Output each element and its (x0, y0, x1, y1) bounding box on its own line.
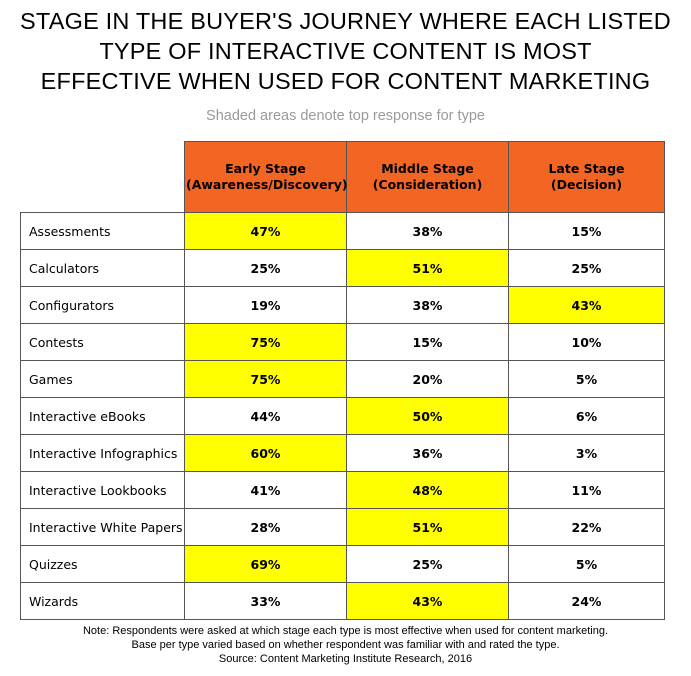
chart-title-line-3: EFFECTIVE WHEN USED FOR CONTENT MARKETIN… (40, 68, 651, 94)
cell-middle-stage-top-response: 51% (346, 508, 509, 546)
cell-early-stage-top-response: 75% (184, 323, 347, 361)
cell-middle-stage-top-response: 48% (346, 471, 509, 509)
cell-late-stage: 15% (508, 212, 665, 250)
row-label: Interactive Lookbooks (20, 471, 185, 509)
chart-title-line-2: TYPE OF INTERACTIVE CONTENT IS MOST (99, 38, 592, 64)
cell-late-stage: 5% (508, 545, 665, 583)
cell-late-stage: 5% (508, 360, 665, 398)
footnote-source: Source: Content Marketing Institute Rese… (218, 653, 473, 665)
column-header-title: Early Stage (225, 161, 306, 176)
table-row: Contests 75% 15% 10% (20, 323, 665, 361)
row-label: Interactive White Papers (20, 508, 185, 546)
cell-late-stage: 11% (508, 471, 665, 509)
row-label: Games (20, 360, 185, 398)
cell-middle-stage-top-response: 50% (346, 397, 509, 435)
footnote-line-1: Note: Respondents were asked at which st… (82, 625, 609, 637)
cell-early-stage: 41% (184, 471, 347, 509)
table-row: Quizzes 69% 25% 5% (20, 545, 665, 583)
cell-late-stage: 24% (508, 582, 665, 620)
cell-middle-stage: 38% (346, 212, 509, 250)
cell-late-stage: 6% (508, 397, 665, 435)
table-body: Assessments 47% 38% 15% Calculators 25% 51% 25%… (20, 212, 665, 620)
cell-middle-stage: 36% (346, 434, 509, 472)
cell-early-stage: 19% (184, 286, 347, 324)
chart-title: STAGE IN THE BUYER'S JOURNEY WHERE EACH … (0, 6, 691, 96)
cell-early-stage: 44% (184, 397, 347, 435)
table-row: Games 75% 20% 5% (20, 360, 665, 398)
footnote-line-2: Base per type varied based on whether re… (131, 639, 560, 651)
row-label: Interactive eBooks (20, 397, 185, 435)
column-header-title: Middle Stage (381, 161, 474, 176)
table-row: Assessments 47% 38% 15% (20, 212, 665, 250)
column-header-title: Late Stage (548, 161, 625, 176)
header-row: Early Stage (Awareness/Discovery) Middle… (20, 141, 665, 213)
column-header-late-stage: Late Stage (Decision) (508, 141, 665, 213)
table-row: Interactive eBooks 44% 50% 6% (20, 397, 665, 435)
cell-early-stage-top-response: 60% (184, 434, 347, 472)
cell-early-stage-top-response: 75% (184, 360, 347, 398)
cell-early-stage: 28% (184, 508, 347, 546)
cell-late-stage: 22% (508, 508, 665, 546)
column-header-subtitle: (Awareness/Discovery) (186, 177, 348, 192)
table-row: Configurators 19% 38% 43% (20, 286, 665, 324)
column-header-middle-stage: Middle Stage (Consideration) (346, 141, 509, 213)
cell-late-stage: 25% (508, 249, 665, 287)
row-label: Interactive Infographics (20, 434, 185, 472)
footnote: Note: Respondents were asked at which st… (0, 624, 691, 666)
cell-middle-stage: 20% (346, 360, 509, 398)
column-header-subtitle: (Decision) (550, 177, 623, 192)
cell-middle-stage: 15% (346, 323, 509, 361)
row-label: Configurators (20, 286, 185, 324)
column-header-early-stage: Early Stage (Awareness/Discovery) (184, 141, 348, 213)
table-row: Interactive Lookbooks 41% 48% 11% (20, 471, 665, 509)
cell-early-stage: 33% (184, 582, 347, 620)
cell-early-stage-top-response: 69% (184, 545, 347, 583)
row-label: Assessments (20, 212, 185, 250)
row-label: Calculators (20, 249, 185, 287)
cell-middle-stage: 38% (346, 286, 509, 324)
row-label: Wizards (20, 582, 185, 620)
cell-middle-stage-top-response: 43% (346, 582, 509, 620)
cell-middle-stage: 25% (346, 545, 509, 583)
header-corner (20, 141, 185, 213)
table-row: Interactive Infographics 60% 36% 3% (20, 434, 665, 472)
cell-late-stage-top-response: 43% (508, 286, 665, 324)
cell-late-stage: 3% (508, 434, 665, 472)
table-row: Wizards 33% 43% 24% (20, 582, 665, 620)
cell-early-stage-top-response: 47% (184, 212, 347, 250)
cell-early-stage: 25% (184, 249, 347, 287)
cell-late-stage: 10% (508, 323, 665, 361)
row-label: Quizzes (20, 545, 185, 583)
chart-subtitle: Shaded areas denote top response for typ… (206, 108, 485, 124)
chart-title-line-1: STAGE IN THE BUYER'S JOURNEY WHERE EACH … (20, 8, 671, 34)
data-table: Early Stage (Awareness/Discovery) Middle… (20, 141, 665, 620)
table-row: Calculators 25% 51% 25% (20, 249, 665, 287)
row-label: Contests (20, 323, 185, 361)
table-row: Interactive White Papers 28% 51% 22% (20, 508, 665, 546)
cell-middle-stage-top-response: 51% (346, 249, 509, 287)
column-header-subtitle: (Consideration) (372, 177, 483, 192)
